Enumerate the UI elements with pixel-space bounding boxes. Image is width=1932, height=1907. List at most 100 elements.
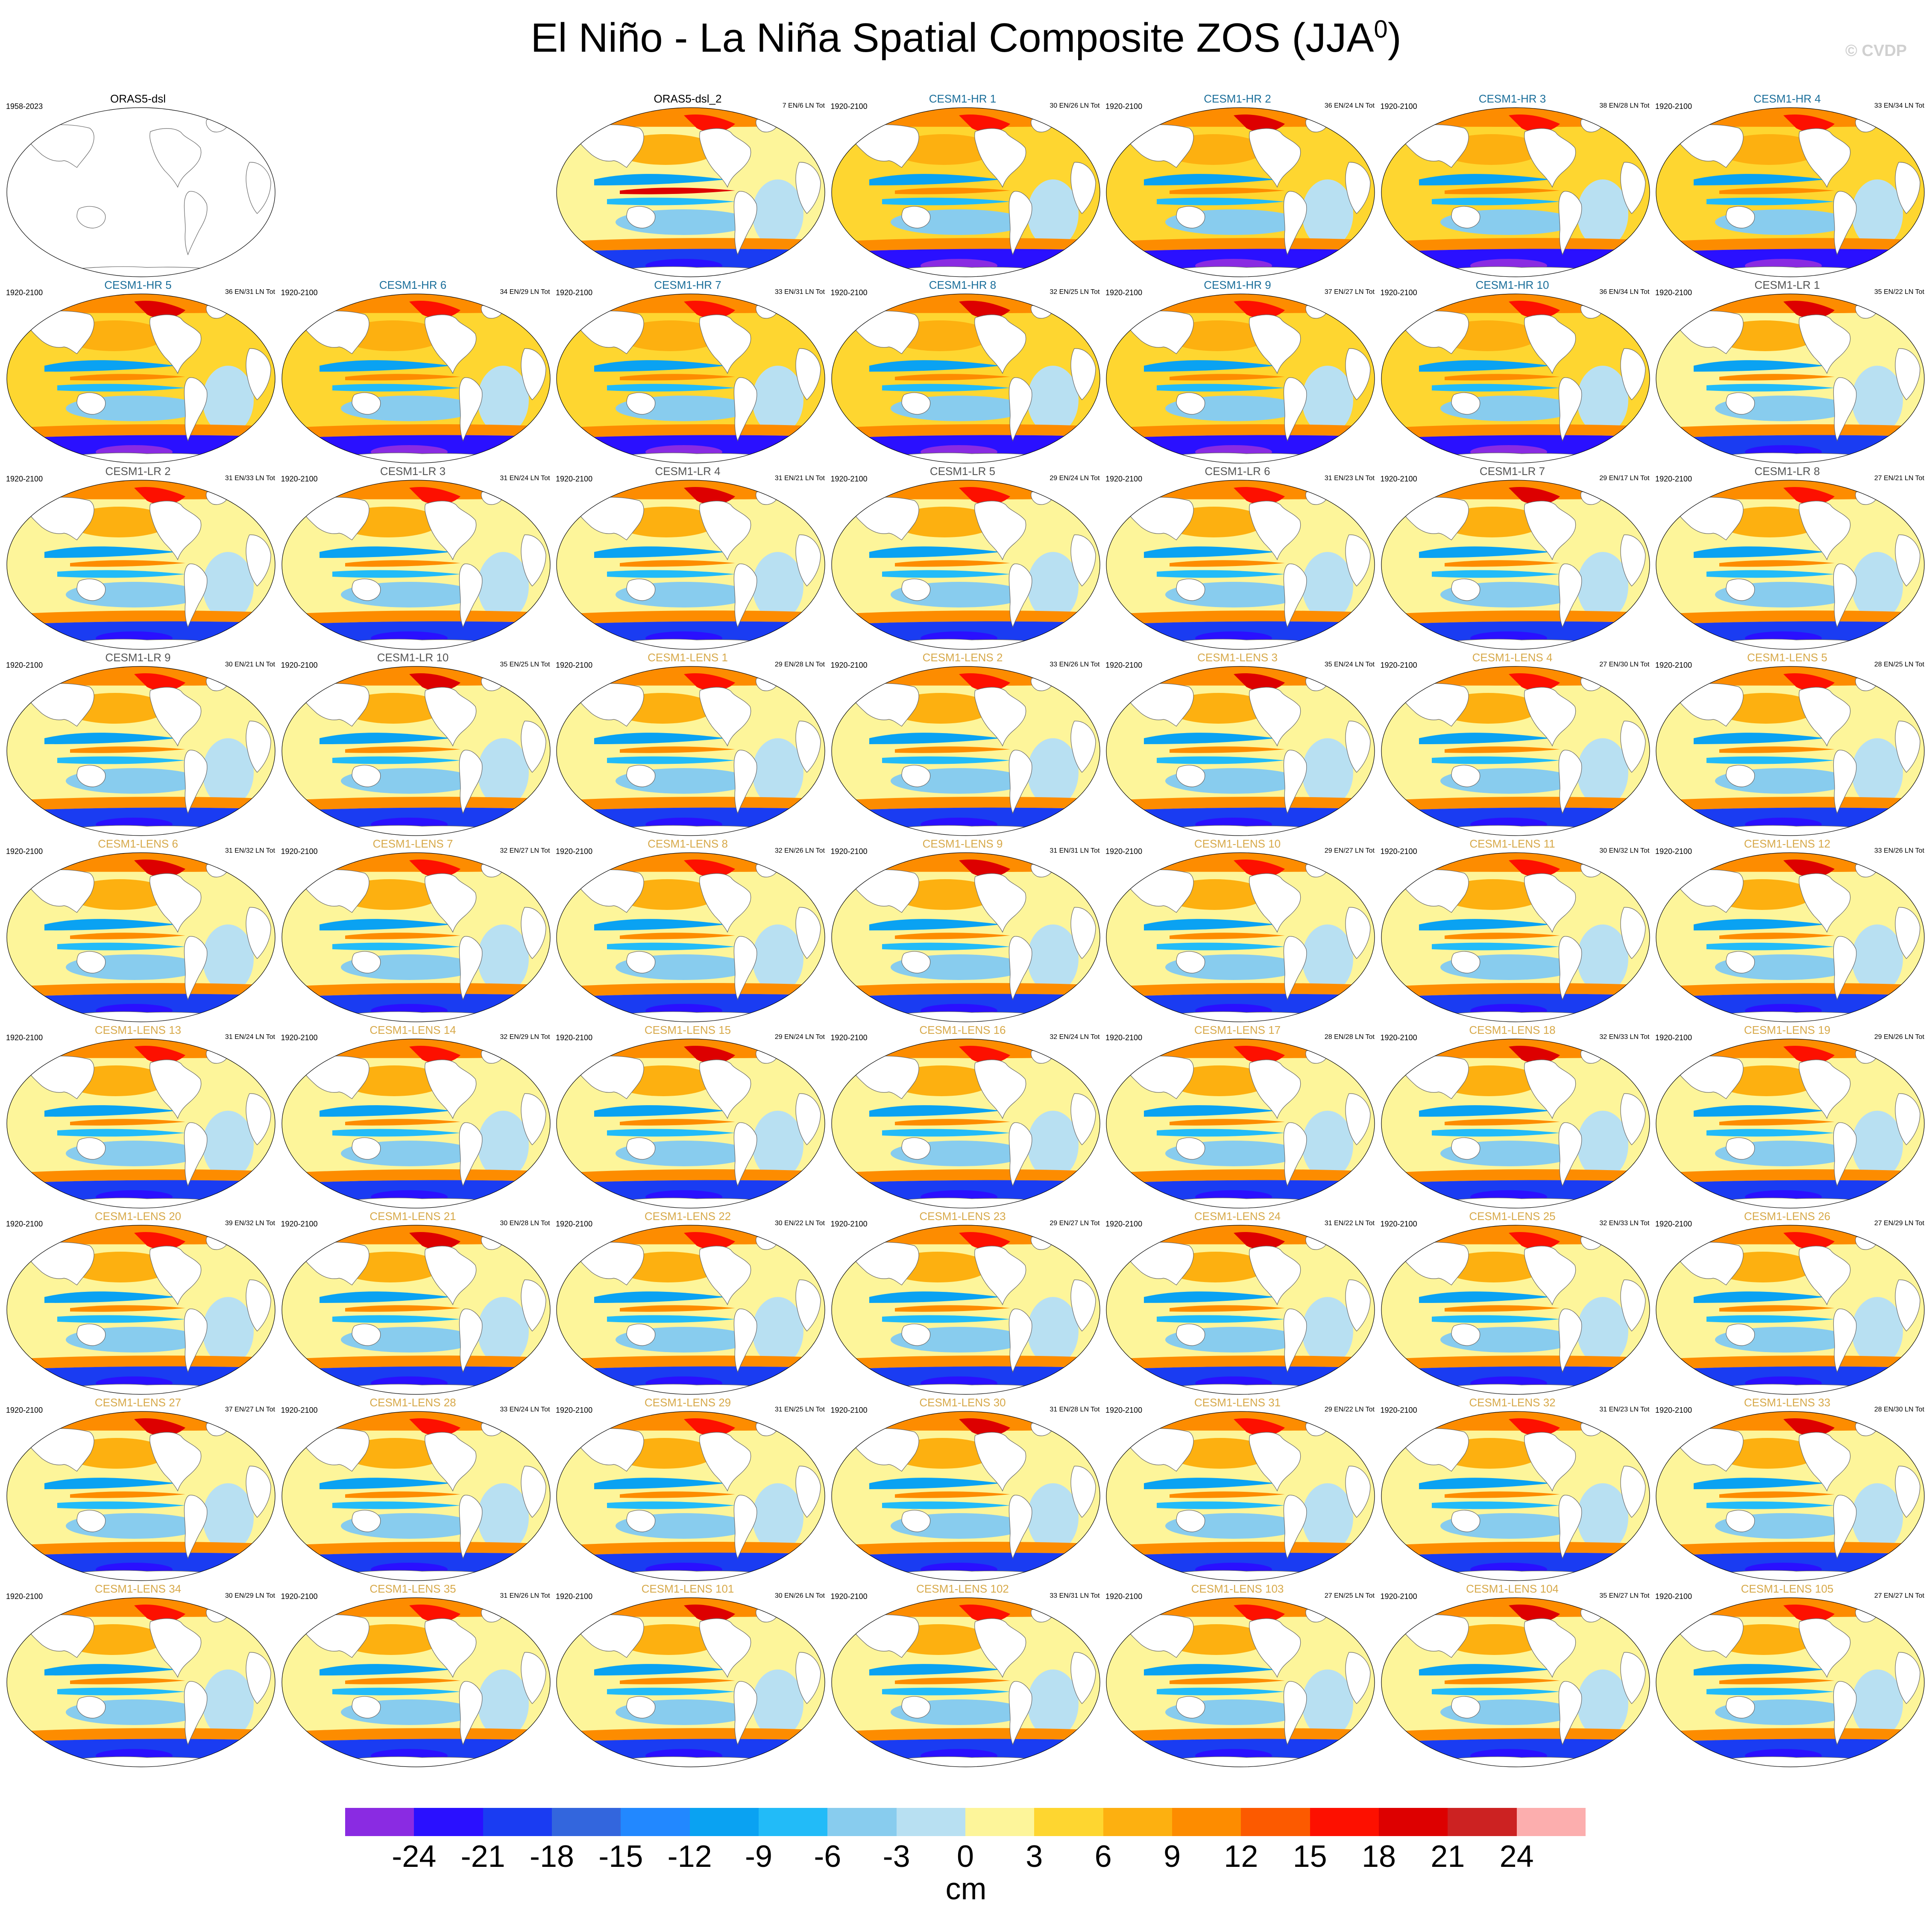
map-panel: CESM1-LENS 14 1920-2100 32 EN/29 LN Tot — [275, 1024, 551, 1211]
panel-period: 1920-2100 — [830, 1220, 868, 1228]
land-south-america — [1009, 1495, 1032, 1559]
land-south-america — [1283, 1495, 1307, 1559]
panel-event-counts: 31 EN/23 LN Tot — [1324, 475, 1375, 482]
map-panel: CESM1-LENS 18 1920-2100 32 EN/33 LN Tot — [1375, 1024, 1651, 1211]
land-antarctica — [882, 452, 1053, 463]
land-south-america — [1558, 191, 1582, 255]
land-south-america — [184, 750, 208, 814]
land-antarctica — [882, 1197, 1053, 1208]
land-north-america — [424, 1059, 476, 1119]
colorbar-segment — [1241, 1808, 1310, 1836]
land-south-america — [1833, 1308, 1857, 1373]
land-antarctica — [1156, 452, 1328, 463]
panel-event-counts: 28 EN/25 LN Tot — [1874, 661, 1924, 668]
map-border — [6, 480, 276, 650]
land-north-america — [974, 1246, 1026, 1306]
map-border — [281, 293, 551, 464]
land-south-america — [1283, 377, 1307, 442]
colorbar-segment — [689, 1808, 759, 1836]
map-border — [1106, 1225, 1375, 1395]
land-australia — [1451, 1323, 1480, 1346]
land-australia — [351, 578, 381, 601]
panel-title: CESM1-LENS 8 — [648, 837, 728, 850]
land-south-america — [1009, 377, 1032, 442]
land-north-america — [1524, 1618, 1576, 1678]
map-border — [281, 1411, 551, 1581]
colorbar-tick-label: -24 — [392, 1840, 437, 1874]
panel-period: 1920-2100 — [830, 661, 868, 669]
panel-title: CESM1-LENS 3 — [1197, 651, 1278, 664]
world-map — [1381, 107, 1650, 277]
panel-event-counts: 29 EN/26 LN Tot — [1874, 1033, 1924, 1041]
land-africa — [795, 348, 821, 400]
panel-period: 1920-2100 — [1380, 661, 1417, 669]
land-north-america — [974, 1432, 1026, 1492]
land-antarctica — [332, 1384, 503, 1394]
land-south-america — [1009, 1681, 1032, 1746]
world-map — [281, 1225, 551, 1395]
land-antarctica — [332, 825, 503, 836]
land-africa — [1345, 1279, 1371, 1332]
panel-period: 1920-2100 — [1380, 102, 1417, 111]
land-antarctica — [1706, 1756, 1878, 1767]
panel-event-counts: 32 EN/25 LN Tot — [1050, 288, 1100, 296]
colorbar-tick-label: 15 — [1293, 1840, 1327, 1874]
land-africa — [1345, 162, 1371, 214]
map-field — [1381, 853, 1650, 1022]
land-south-america — [1833, 1681, 1857, 1746]
panel-title: CESM1-LENS 32 — [1469, 1396, 1556, 1409]
world-map — [831, 480, 1100, 650]
map-border — [6, 107, 276, 277]
land-south-america — [184, 936, 208, 1000]
land-australia — [1726, 1137, 1755, 1160]
land-australia — [1176, 1696, 1205, 1719]
land-africa — [795, 1652, 821, 1704]
map-panel: CESM1-LR 3 1920-2100 31 EN/24 LN Tot — [275, 466, 551, 652]
colorbar-tick-label: 6 — [1094, 1840, 1112, 1874]
land-africa — [246, 534, 271, 587]
panel-period: 1920-2100 — [1655, 847, 1692, 856]
land-antarctica — [882, 1384, 1053, 1394]
map-border — [281, 1597, 551, 1767]
map-border — [281, 1039, 551, 1209]
land-australia — [351, 951, 381, 974]
land-south-america — [1009, 1308, 1032, 1373]
panel-period: 1920-2100 — [1105, 288, 1143, 297]
colorbar-tick-label: 18 — [1361, 1840, 1396, 1874]
colorbar-segment — [345, 1808, 414, 1836]
land-south-america — [459, 750, 482, 814]
land-antarctica — [332, 1570, 503, 1581]
land-africa — [1070, 1652, 1096, 1704]
land-australia — [901, 1137, 930, 1160]
land-north-america — [1799, 687, 1851, 747]
land-north-america — [699, 1059, 751, 1119]
land-north-america — [1524, 1246, 1576, 1306]
map-panel: CESM1-LENS 15 1920-2100 29 EN/24 LN Tot — [550, 1024, 826, 1211]
panel-title: CESM1-HR 1 — [929, 92, 997, 105]
land-africa — [1070, 348, 1096, 400]
land-antarctica — [607, 452, 778, 463]
land-south-america — [1833, 191, 1857, 255]
panel-period: 1958-2023 — [6, 102, 43, 111]
colorbar-segment — [965, 1808, 1035, 1836]
colorbar-tick-label: 0 — [956, 1840, 974, 1874]
land-south-america — [459, 1495, 482, 1559]
map-panel: CESM1-LR 9 1920-2100 30 EN/21 LN Tot — [0, 652, 276, 838]
land-north-america — [1249, 314, 1301, 374]
land-north-america — [974, 128, 1026, 188]
panel-period: 1920-2100 — [556, 661, 593, 669]
world-map — [281, 1039, 551, 1209]
land-north-america — [1524, 128, 1576, 188]
panel-period: 1920-2100 — [1655, 1220, 1692, 1228]
land-south-america — [733, 1122, 757, 1187]
world-map — [556, 107, 825, 277]
land-africa — [1345, 348, 1371, 400]
land-australia — [1726, 392, 1755, 415]
panel-title: CESM1-LENS 21 — [369, 1210, 456, 1223]
panel-event-counts: 27 EN/30 LN Tot — [1599, 661, 1650, 668]
world-map — [556, 1039, 825, 1209]
world-map — [281, 666, 551, 836]
panel-grid: ORAS5-dsl 1958-2023 ORAS5-dsl_2 7 EN/6 LN T… — [0, 92, 1925, 1767]
land-antarctica — [1431, 1756, 1603, 1767]
map-border — [1656, 1597, 1925, 1767]
